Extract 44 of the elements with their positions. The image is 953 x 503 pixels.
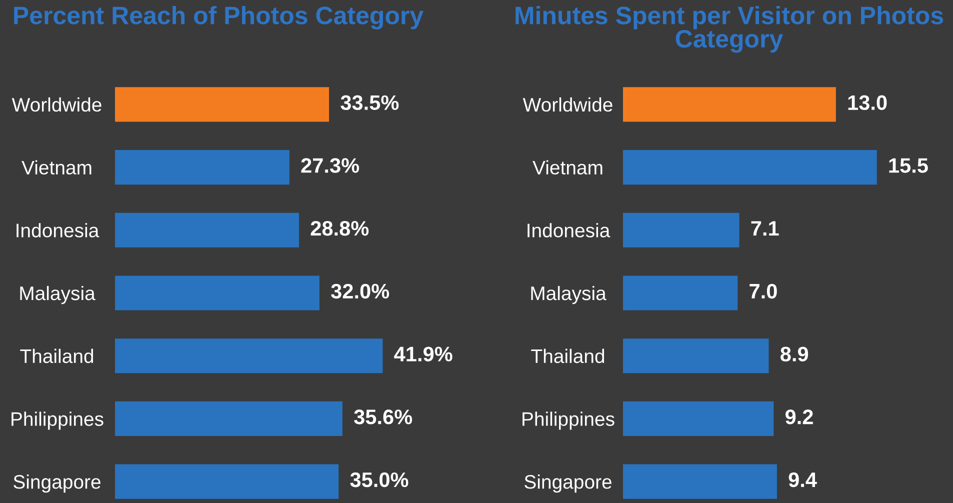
data-label: 8.9: [780, 346, 808, 362]
chart-title: Percent Reach of Photos Category: [14, 6, 424, 30]
y-tick-label: Philippines: [522, 412, 614, 430]
y-tick-label: Thailand: [531, 348, 604, 364]
chart-title: Minutes Spent per Visitor on Photos Category: [516, 6, 944, 53]
y-tick-label: Singapore: [524, 474, 612, 493]
data-label: 33.5%: [340, 95, 399, 110]
y-tick-label: Indonesia: [528, 223, 610, 238]
data-label: 35.6%: [354, 410, 412, 424]
data-label: 13.0: [848, 95, 887, 110]
data-label: 41.9%: [394, 346, 452, 362]
data-label: 7.1: [751, 221, 779, 236]
y-tick-label: Indonesia: [16, 223, 100, 238]
data-label: 9.4: [788, 472, 817, 488]
y-tick-label: Singapore: [14, 474, 100, 493]
data-label: 28.8%: [310, 220, 369, 236]
data-label: 27.3%: [301, 158, 360, 173]
bar: [623, 150, 877, 185]
bar: [115, 464, 339, 499]
data-label: 35.0%: [350, 472, 408, 488]
bar: [115, 401, 342, 436]
data-label: 32.0%: [331, 284, 390, 299]
y-tick-label: Philippines: [12, 412, 104, 430]
bar: [623, 464, 777, 499]
bar: [115, 150, 290, 185]
bar: [623, 401, 774, 436]
bar: [623, 276, 738, 310]
y-tick-label: Malaysia: [20, 286, 96, 304]
y-tick-label: Worldwide: [12, 97, 102, 112]
data-label: 9.2: [786, 410, 813, 424]
bar: [623, 87, 836, 122]
bar: [623, 338, 769, 374]
y-tick-label: Vietnam: [22, 160, 92, 175]
bar: [623, 212, 740, 248]
y-tick-label: Worldwide: [522, 97, 612, 112]
y-tick-label: Vietnam: [532, 160, 602, 175]
bar: [115, 87, 330, 122]
data-label: 15.5: [889, 158, 928, 173]
bar: [115, 212, 299, 248]
bar: [115, 276, 320, 310]
data-label: 7.0: [750, 284, 777, 299]
bar: [115, 338, 383, 374]
y-tick-label: Malaysia: [531, 286, 606, 304]
y-tick-label: Thailand: [20, 348, 94, 364]
